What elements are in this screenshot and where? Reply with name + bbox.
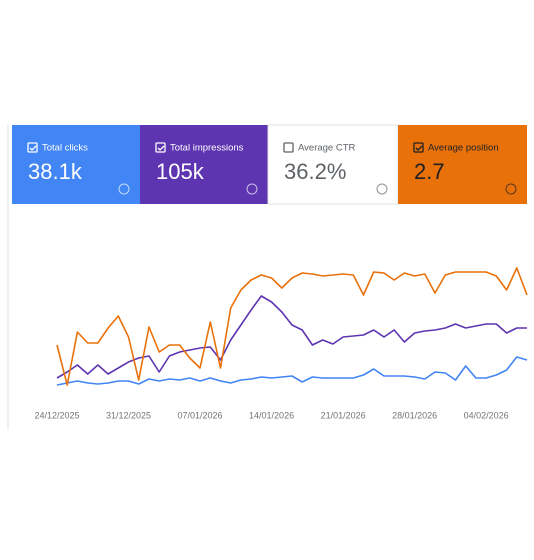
help-icon[interactable] — [505, 183, 517, 195]
x-tick-label: 07/01/2026 — [178, 410, 223, 420]
series-line — [56, 356, 528, 386]
card-bg — [140, 125, 268, 204]
x-tick-label: 14/01/2026 — [249, 410, 294, 420]
series-line — [56, 267, 528, 386]
x-tick-label: 31/12/2025 — [106, 410, 151, 420]
checkbox[interactable] — [27, 142, 38, 153]
checkmark — [415, 145, 423, 151]
card-value: 38.1k — [28, 159, 83, 184]
card-bg — [12, 125, 140, 204]
card-label: Total clicks — [42, 143, 88, 154]
card-value: 36.2% — [284, 159, 346, 184]
metric-card[interactable]: Average position 2.7 — [398, 125, 527, 204]
help-icon[interactable] — [376, 183, 388, 195]
card-value: 105k — [156, 159, 205, 184]
metric-card[interactable]: Total clicks 38.1k — [12, 125, 140, 204]
x-tick-label: 24/12/2025 — [34, 410, 79, 420]
series-line — [56, 295, 527, 379]
x-tick-label: 21/01/2026 — [321, 410, 366, 420]
checkmark — [29, 145, 37, 151]
help-icon[interactable] — [118, 183, 130, 195]
help-icon[interactable] — [246, 183, 258, 195]
card-bg — [267, 124, 399, 205]
card-bg — [398, 125, 527, 204]
metric-cards: Total clicks 38.1k Total impressions 105k Av… — [12, 124, 527, 205]
checkbox[interactable] — [155, 142, 166, 153]
x-tick-label: 04/02/2026 — [464, 410, 509, 420]
checkmark — [157, 145, 165, 151]
checkbox[interactable] — [283, 142, 294, 153]
x-tick-label: 28/01/2026 — [392, 410, 437, 420]
metric-card[interactable]: Total impressions 105k — [140, 125, 268, 204]
card-label: Average position — [428, 143, 499, 154]
card-label: Average CTR — [298, 143, 356, 154]
checkbox[interactable] — [413, 142, 424, 153]
card-value: 2.7 — [414, 159, 445, 184]
metric-card[interactable]: Average CTR 36.2% — [267, 124, 399, 205]
card-label: Total impressions — [170, 143, 244, 154]
performance-chart: 24/12/2025 31/12/2025 07/01/2026 14/01/2026… — [34, 267, 528, 420]
